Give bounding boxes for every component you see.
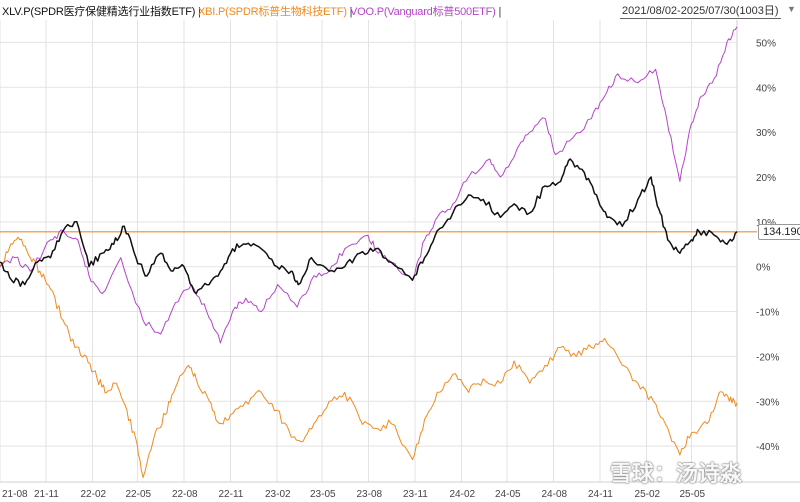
legend-xbi[interactable]: XBI.P(SPDR标普生物科技ETF) | bbox=[198, 3, 353, 19]
legend-xlv[interactable]: XLV.P(SPDR医疗保健精选行业指数ETF) | bbox=[2, 3, 201, 19]
dropdown-triangle-icon[interactable]: ▼ bbox=[787, 4, 796, 14]
x-tick-label: 22-08 bbox=[172, 489, 198, 500]
legend-voo[interactable]: VOO.P(Vanguard标普500ETF) | bbox=[350, 3, 501, 19]
x-tick-label: 22-05 bbox=[125, 489, 151, 500]
legend-separator: | bbox=[498, 6, 502, 18]
x-tick-label: 22-11 bbox=[219, 489, 244, 500]
x-tick-label: 24-05 bbox=[495, 489, 521, 500]
date-range-selector[interactable]: 2021/08/02-2025/07/30(1003日) bbox=[620, 2, 781, 19]
x-tick-label: 23-05 bbox=[310, 489, 336, 500]
watermark: 雪球：汤诗淼 bbox=[610, 461, 743, 486]
series-xbi-line bbox=[0, 236, 738, 478]
legend-separator: | bbox=[349, 6, 353, 18]
y-tick-label: -40% bbox=[756, 442, 779, 453]
y-tick-label: 20% bbox=[756, 173, 776, 184]
x-tick-label: 24-02 bbox=[450, 489, 476, 500]
series-xlv-line bbox=[0, 158, 738, 295]
x-tick-label: 22-02 bbox=[81, 489, 107, 500]
x-tick-label: 25-02 bbox=[635, 489, 661, 500]
x-tick-label: 23-02 bbox=[265, 489, 291, 500]
plot-background bbox=[0, 20, 800, 482]
price-tag: 134.190 bbox=[758, 223, 800, 240]
y-tick-label: -30% bbox=[756, 397, 779, 408]
y-tick-label: 10% bbox=[756, 218, 776, 229]
x-tick-label: 24-11 bbox=[588, 489, 613, 500]
x-tick-label: 21-11 bbox=[34, 489, 59, 500]
y-tick-label: 30% bbox=[756, 128, 776, 139]
legend-xbi-label: XBI.P(SPDR标普生物科技ETF) bbox=[198, 6, 347, 18]
y-tick-label: 0% bbox=[756, 263, 771, 274]
chart-header: XLV.P(SPDR医疗保健精选行业指数ETF) | XBI.P(SPDR标普生… bbox=[0, 0, 800, 20]
x-tick-label: 23-11 bbox=[403, 489, 428, 500]
x-tick-label: 25-05 bbox=[680, 489, 706, 500]
y-tick-label: -10% bbox=[756, 308, 779, 319]
y-tick-label: 50% bbox=[756, 38, 776, 49]
series-voo-line bbox=[0, 26, 738, 344]
y-tick-label: -20% bbox=[756, 352, 779, 363]
legend-xlv-label: XLV.P(SPDR医疗保健精选行业指数ETF) bbox=[2, 6, 196, 18]
legend-separator: | bbox=[198, 6, 201, 18]
legend-voo-label: VOO.P(Vanguard标普500ETF) bbox=[350, 6, 496, 18]
x-tick-label: 23-08 bbox=[357, 489, 383, 500]
x-tick-label: 24-08 bbox=[542, 489, 568, 500]
x-tick-label: 21-08 bbox=[2, 489, 28, 500]
y-tick-label: 40% bbox=[756, 83, 776, 94]
